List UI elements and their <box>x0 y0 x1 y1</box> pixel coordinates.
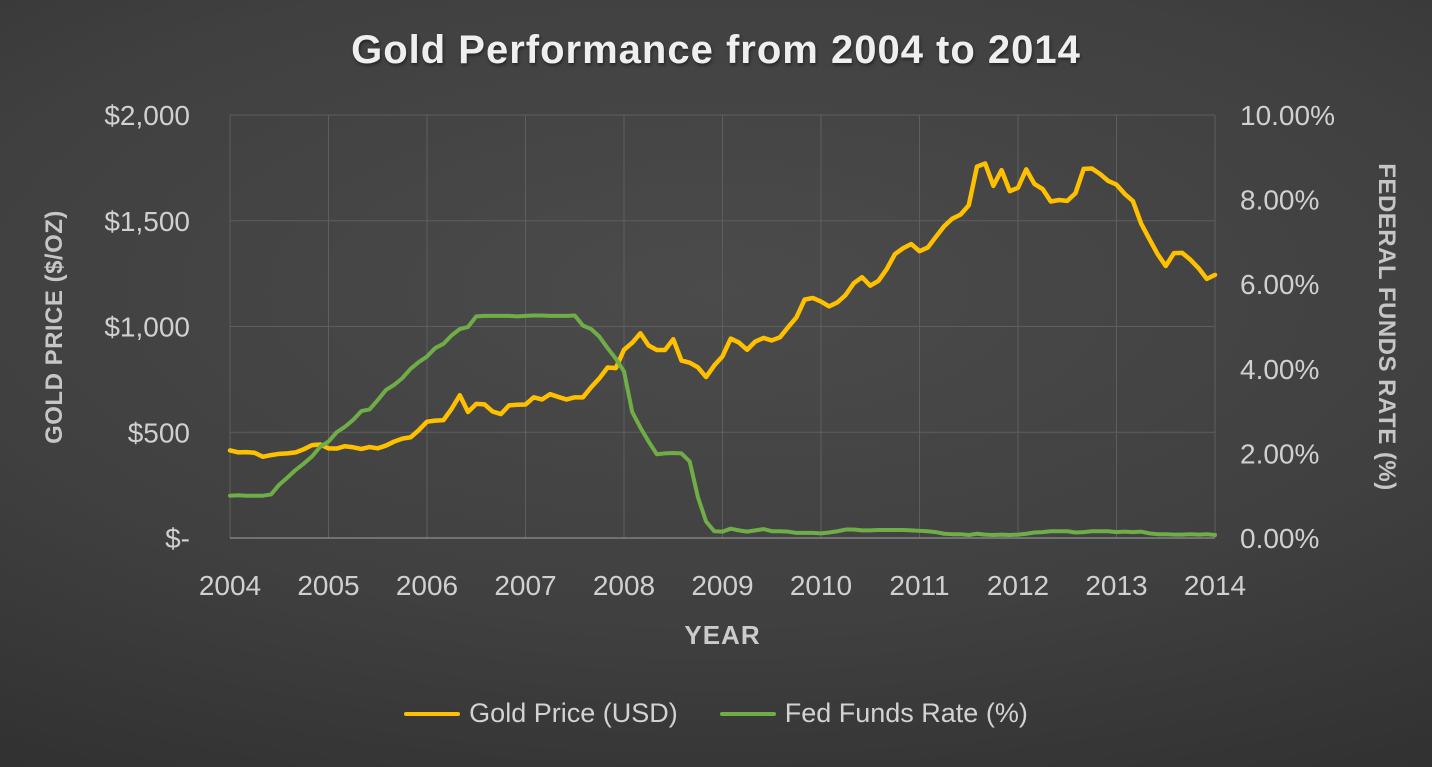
y-axis-left-tick-label: $- <box>165 523 190 554</box>
chart-title: Gold Performance from 2004 to 2014 <box>351 28 1081 72</box>
x-axis-tick-label: 2004 <box>199 570 261 601</box>
legend-label-fed-funds: Fed Funds Rate (%) <box>784 698 1028 728</box>
x-axis-tick-label: 2010 <box>790 570 852 601</box>
x-axis-title: YEAR <box>684 620 761 650</box>
x-axis-tick-label: 2007 <box>494 570 556 601</box>
y-axis-right-tick-label: 2.00% <box>1240 438 1319 469</box>
y-axis-left-tick-label: $1,000 <box>104 312 190 343</box>
y-axis-left-tick-label: $1,500 <box>104 206 190 237</box>
fed-funds-line-swatch <box>719 711 776 716</box>
x-axis-tick-label: 2009 <box>691 570 753 601</box>
y-axis-right-tick-label: 6.00% <box>1240 269 1319 300</box>
gold-price-line-swatch <box>404 711 461 716</box>
y-axis-left-tick-label: $2,000 <box>104 100 190 131</box>
y-axis-right-tick-label: 10.00% <box>1240 100 1335 131</box>
x-axis-tick-label: 2005 <box>297 570 359 601</box>
y-axis-right-tick-label: 8.00% <box>1240 185 1319 216</box>
legend-item-gold-price: Gold Price (USD) <box>404 698 678 729</box>
x-axis-tick-label: 2012 <box>987 570 1049 601</box>
y-axis-right-tick-label: 0.00% <box>1240 523 1319 554</box>
gold-price-line <box>227 161 1218 460</box>
x-axis-tick-label: 2014 <box>1184 570 1246 601</box>
x-axis-tick-label: 2013 <box>1085 570 1147 601</box>
x-axis-tick-label: 2011 <box>889 570 949 601</box>
y-axis-left-tick-label: $500 <box>128 417 190 448</box>
x-axis-tick-label: 2008 <box>593 570 655 601</box>
x-axis-tick-label: 2006 <box>396 570 458 601</box>
legend-label-gold-price: Gold Price (USD) <box>469 698 678 728</box>
y-axis-right-tick-label: 4.00% <box>1240 354 1319 385</box>
fed-funds-rate-line <box>228 313 1217 538</box>
legend-item-fed-funds: Fed Funds Rate (%) <box>719 698 1028 729</box>
legend: Gold Price (USD) Fed Funds Rate (%) <box>0 698 1432 729</box>
